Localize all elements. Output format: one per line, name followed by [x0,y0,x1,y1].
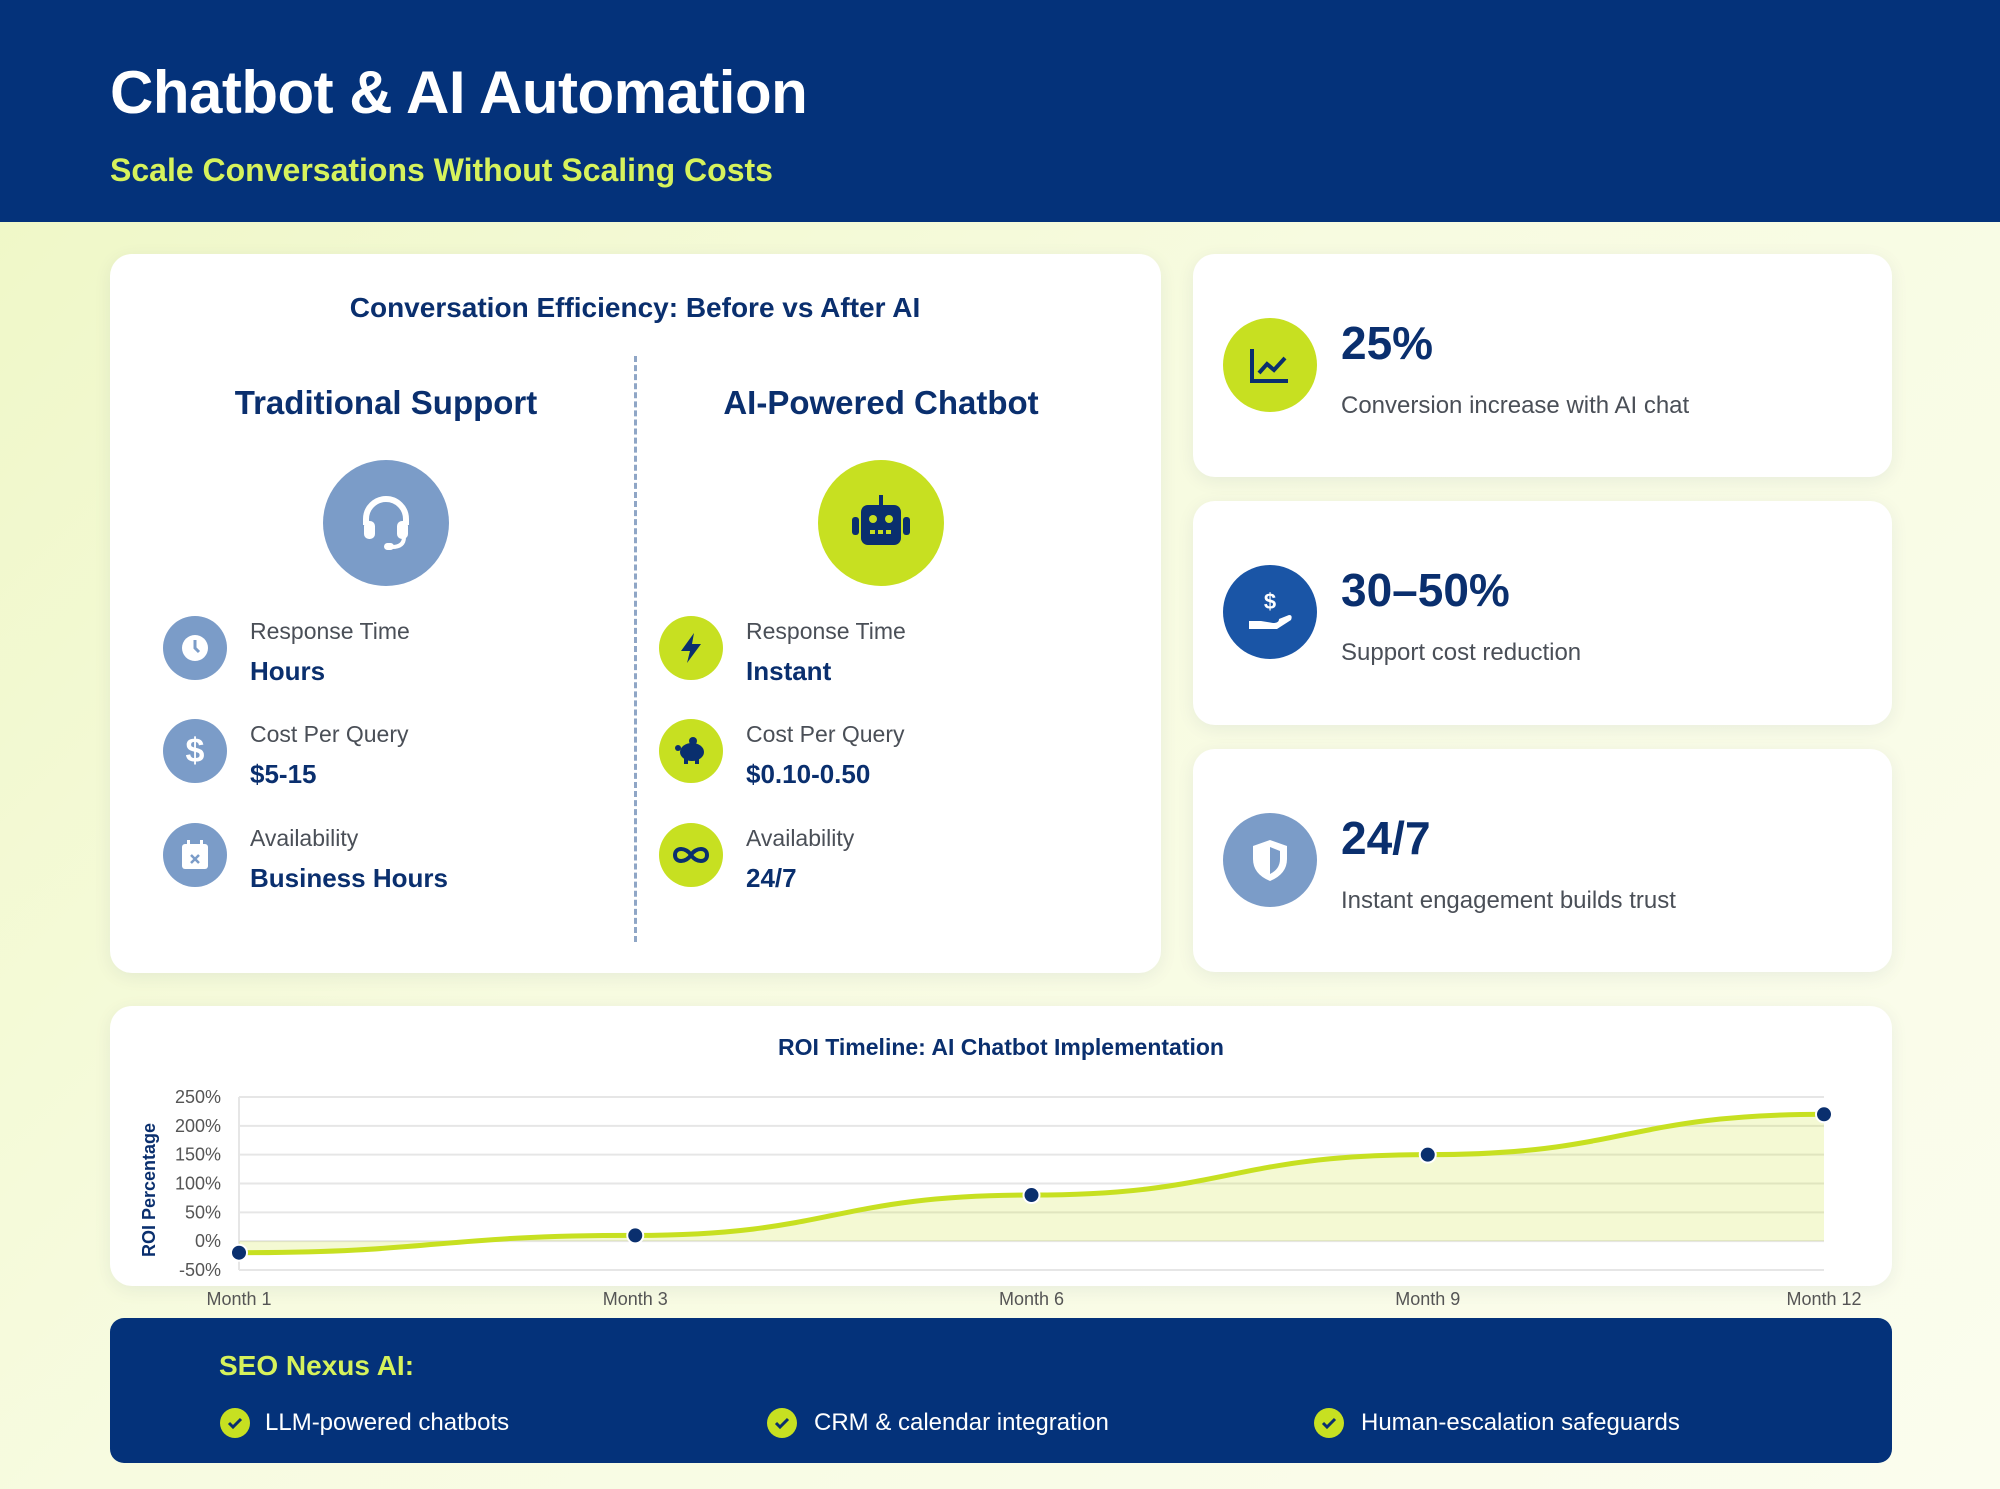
stat-description: Support cost reduction [1341,639,1582,666]
y-tick-label: 250% [175,1087,221,1107]
data-point [230,1243,248,1262]
stat-value: 30–50% [1341,564,1510,616]
seo-nexus-banner: SEO Nexus AI: LLM-powered chatbots CRM &… [110,1318,1892,1463]
piggy-bank-icon [659,719,723,783]
chart-title: ROI Timeline: AI Chatbot Implementation [778,1034,1224,1060]
row-label: Cost Per Query [250,721,409,747]
stat-description: Instant engagement builds trust [1341,887,1676,914]
row-value: $0.10-0.50 [746,759,871,789]
row-value: Business Hours [250,863,448,893]
x-tick-label: Month 9 [1395,1289,1460,1309]
header-banner: Chatbot & AI Automation Scale Conversati… [0,0,2000,222]
row-value: 24/7 [746,863,797,893]
column-divider [634,356,637,942]
stat-value: 25% [1341,317,1434,369]
svg-text:$: $ [1264,589,1276,614]
row-value: Instant [746,656,832,686]
y-tick-label: 0% [195,1231,221,1251]
y-tick-label: 100% [175,1174,221,1194]
infinity-icon [659,823,723,887]
y-tick-label: 50% [185,1202,221,1222]
roi-area [239,1114,1824,1253]
calendar-x-icon [163,823,227,887]
x-tick-label: Month 12 [1786,1289,1861,1309]
stat-description: Conversion increase with AI chat [1341,392,1690,419]
comparison-title: Conversation Efficiency: Before vs After… [349,292,921,323]
hand-dollar-icon: $ [1223,565,1317,659]
stat-value: 24/7 [1341,812,1431,864]
y-tick-label: 200% [175,1116,221,1136]
x-tick-label: Month 6 [999,1289,1064,1309]
clock-icon [163,616,227,680]
check-icon [1314,1408,1344,1438]
row-label: Response Time [250,618,410,644]
data-point [1418,1145,1437,1164]
shield-icon [1223,813,1317,907]
dollar-icon: $ [163,719,227,783]
x-tick-label: Month 1 [206,1289,271,1309]
robot-icon [818,460,944,586]
y-tick-label: -50% [179,1260,221,1280]
data-point [1815,1105,1833,1124]
stat-card-availability: 24/7 Instant engagement builds trust [1193,749,1892,972]
row-value: $5-15 [250,759,317,789]
data-point [626,1226,645,1245]
data-point [1022,1186,1041,1205]
stat-card-cost: $ 30–50% Support cost reduction [1193,501,1892,725]
lightning-icon [659,616,723,680]
check-icon [767,1408,797,1438]
roi-chart-card [110,1006,1892,1286]
headset-icon [323,460,449,586]
banner-item: Human-escalation safeguards [1361,1409,1680,1436]
row-label: Response Time [746,618,906,644]
x-tick-label: Month 3 [603,1289,668,1309]
row-label: Availability [746,825,855,851]
ai-heading: AI-Powered Chatbot [723,384,1039,421]
y-axis-title: ROI Percentage [139,1123,159,1257]
chart-line-icon [1223,318,1317,412]
row-label: Availability [250,825,359,851]
banner-item: LLM-powered chatbots [265,1409,510,1436]
check-icon [220,1408,250,1438]
page-title: Chatbot & AI Automation [110,59,808,126]
stat-card-conversion: 25% Conversion increase with AI chat [1193,254,1892,477]
y-tick-label: 150% [175,1145,221,1165]
banner-item: CRM & calendar integration [814,1409,1109,1436]
banner-heading: SEO Nexus AI: [219,1350,415,1381]
row-label: Cost Per Query [746,721,905,747]
row-value: Hours [250,656,326,686]
comparison-card: Conversation Efficiency: Before vs After… [110,254,1161,973]
page-subtitle: Scale Conversations Without Scaling Cost… [110,152,773,188]
traditional-heading: Traditional Support [234,384,538,421]
